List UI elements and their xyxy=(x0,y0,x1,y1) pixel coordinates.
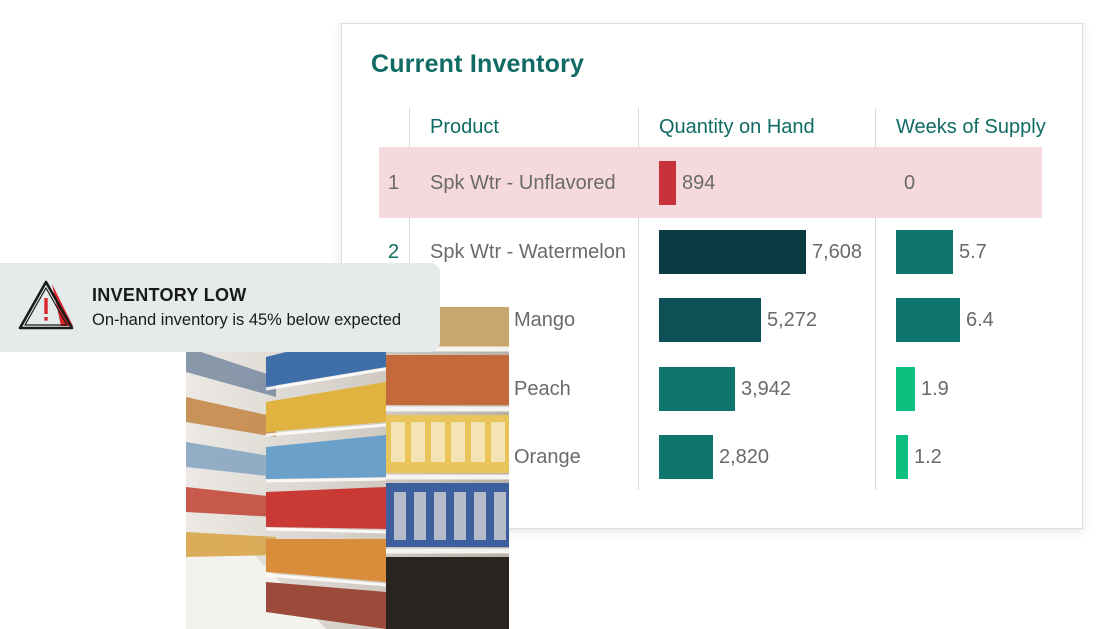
quantity-bar xyxy=(659,298,761,342)
row-rank: 2 xyxy=(388,240,400,263)
weeks-of-supply-value: 6.4 xyxy=(966,309,994,331)
quantity-value: 5,272 xyxy=(767,309,818,331)
row-product-name: Spk Wtr - Unflavored xyxy=(430,172,616,194)
quantity-value: 894 xyxy=(682,172,716,194)
alert-title: INVENTORY LOW xyxy=(92,285,247,305)
row-product-name: Orange xyxy=(514,446,581,468)
quantity-bar xyxy=(659,435,713,479)
quantity-bar xyxy=(659,229,806,274)
weeks-of-supply-bar xyxy=(896,298,960,342)
column-divider xyxy=(638,108,639,490)
quantity-bar xyxy=(659,161,676,205)
weeks-of-supply-value: 5.7 xyxy=(959,240,987,263)
card-title: Current Inventory xyxy=(371,50,585,78)
column-divider xyxy=(875,108,876,490)
row-rank: 1 xyxy=(388,172,400,194)
weeks-of-supply-bar xyxy=(896,229,953,274)
warning-triangle-icon xyxy=(18,280,74,330)
weeks-of-supply-bar xyxy=(896,366,915,411)
column-header-quantity[interactable]: Quantity on Hand xyxy=(659,116,815,138)
inventory-low-alert[interactable]: INVENTORY LOW On-hand inventory is 45% b… xyxy=(0,263,440,352)
weeks-of-supply-value: 0 xyxy=(904,172,916,194)
highlighted-row xyxy=(379,147,1042,218)
quantity-bar xyxy=(659,366,735,411)
weeks-of-supply-value: 1.2 xyxy=(914,446,942,468)
row-product-name: Peach xyxy=(514,377,571,400)
weeks-of-supply-bar xyxy=(896,435,908,479)
quantity-value: 7,608 xyxy=(812,240,863,263)
quantity-value: 3,942 xyxy=(741,377,792,400)
row-product-name: Mango xyxy=(514,309,576,331)
column-header-product[interactable]: Product xyxy=(430,116,499,138)
weeks-of-supply-value: 1.9 xyxy=(921,377,949,400)
alert-message: On-hand inventory is 45% below expected xyxy=(92,311,402,329)
grocery-shelves-image xyxy=(186,307,509,629)
quantity-value: 2,820 xyxy=(719,446,770,468)
row-product-name: Spk Wtr - Watermelon xyxy=(430,240,626,263)
column-header-weeks[interactable]: Weeks of Supply xyxy=(896,116,1046,138)
